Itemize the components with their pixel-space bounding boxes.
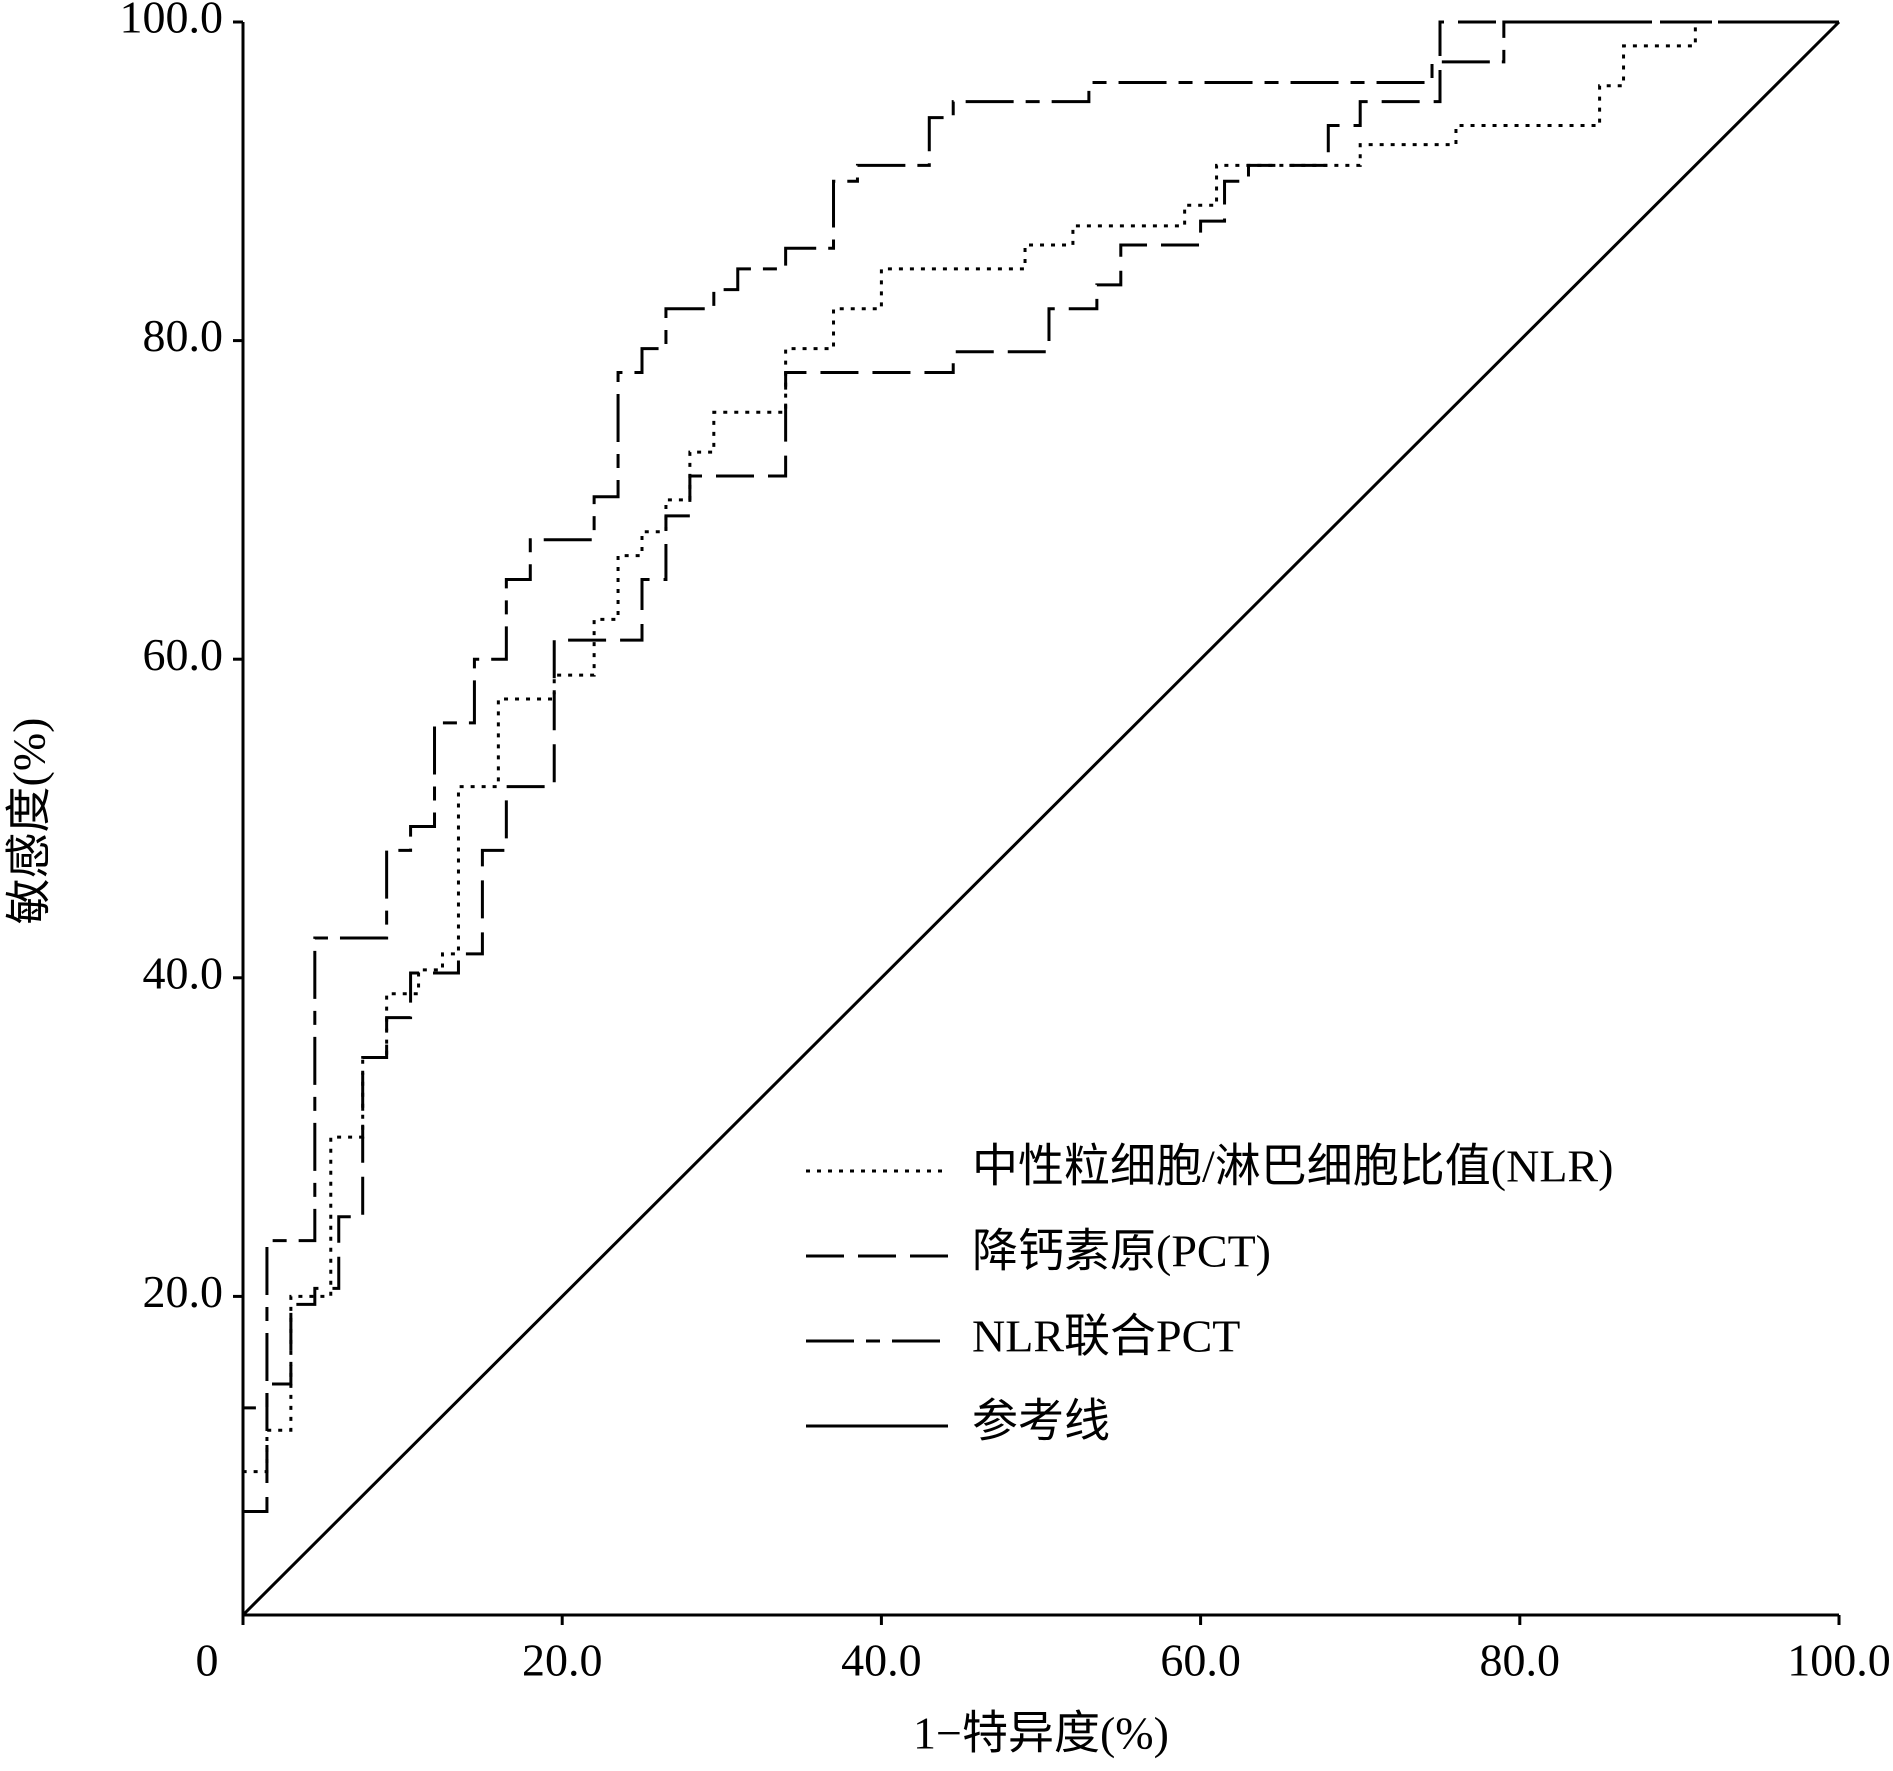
y-tick-label: 40.0 — [143, 947, 224, 998]
x-tick-label: 80.0 — [1480, 1635, 1561, 1686]
legend-label: NLR联合PCT — [972, 1311, 1240, 1362]
legend-label: 中性粒细胞/淋巴细胞比值(NLR) — [972, 1141, 1613, 1192]
series-line — [241, 20, 1841, 1617]
y-axis-label: 敏感度(%) — [4, 718, 55, 925]
legend-label: 参考线 — [972, 1396, 1110, 1447]
series-line — [241, 20, 1839, 1615]
x-tick-label: 40.0 — [841, 1635, 922, 1686]
y-tick-label: 80.0 — [143, 310, 224, 361]
x-axis-label: 1−特异度(%) — [913, 1708, 1169, 1759]
x-tick-label: 60.0 — [1160, 1635, 1241, 1686]
x-tick-label: 0 — [196, 1635, 219, 1686]
x-tick-label: 20.0 — [522, 1635, 603, 1686]
series-line — [241, 20, 1839, 1615]
legend-label: 降钙素原(PCT) — [972, 1226, 1271, 1277]
y-tick-label: 100.0 — [120, 0, 224, 43]
y-tick-label: 20.0 — [143, 1266, 224, 1317]
y-tick-label: 60.0 — [143, 629, 224, 680]
x-tick-label: 100.0 — [1787, 1635, 1891, 1686]
